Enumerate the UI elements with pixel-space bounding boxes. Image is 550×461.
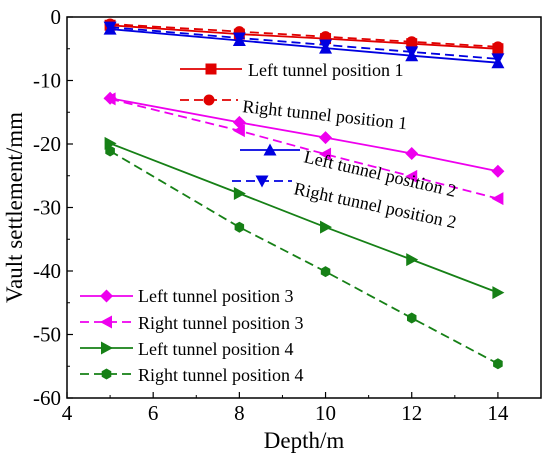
axes: 4 6 8 10 12 14 0 -10 -20 -30 -40 -50 -60 <box>33 5 509 425</box>
data-point <box>493 358 503 370</box>
data-point <box>234 221 245 233</box>
data-point <box>405 46 419 59</box>
data-point <box>320 31 332 43</box>
data-point <box>491 164 505 178</box>
y-tick-label: -60 <box>33 386 61 410</box>
data-point <box>406 36 418 48</box>
data-point <box>320 266 331 278</box>
x-tick-label: 6 <box>148 401 159 425</box>
legend-marker <box>205 63 217 75</box>
x-tick-label: 12 <box>401 401 422 425</box>
legend-marker <box>101 341 113 355</box>
data-point <box>492 41 504 53</box>
x-tick-label: 8 <box>234 401 245 425</box>
series-6 <box>103 92 504 206</box>
y-tick-label: -20 <box>33 132 61 156</box>
series-layer <box>103 18 505 370</box>
legend-entry-7: Left tunnel position 4 <box>80 339 293 359</box>
data-point <box>491 192 504 206</box>
legend-label: Right tunnel position 4 <box>138 365 304 385</box>
y-tick-label: 0 <box>51 5 62 29</box>
legend-marker <box>255 175 269 188</box>
data-point <box>320 220 333 234</box>
legend-label: Right tunnel position 3 <box>138 313 304 333</box>
data-point <box>491 53 505 66</box>
x-tick-label: 14 <box>487 401 509 425</box>
legend-label: Left tunnel position 4 <box>138 339 293 359</box>
x-axis-title: Depth/m <box>264 428 345 453</box>
data-point <box>105 145 115 157</box>
series-line <box>110 24 498 50</box>
series-line <box>109 98 499 200</box>
series-7 <box>104 136 505 300</box>
legend-entry-5: Left tunnel position 3 <box>80 286 293 306</box>
data-point <box>319 39 333 52</box>
data-point <box>104 136 117 150</box>
series-4 <box>103 21 505 66</box>
legend-marker <box>101 368 112 380</box>
legend-entry-8: Right tunnel position 4 <box>80 365 304 385</box>
legend-marker <box>263 143 277 156</box>
legend-marker <box>203 94 215 106</box>
data-point <box>406 253 419 267</box>
data-point <box>103 92 116 106</box>
data-point <box>405 147 419 161</box>
data-point <box>319 147 332 161</box>
series-line <box>110 23 498 48</box>
y-tick-label: -30 <box>33 196 61 220</box>
data-point <box>232 124 245 138</box>
data-point <box>492 286 505 300</box>
data-point <box>233 187 246 201</box>
x-tick-label: 4 <box>62 401 73 425</box>
data-point <box>407 312 417 324</box>
legend-label: Left tunnel position 1 <box>248 60 403 80</box>
series-1 <box>104 19 504 55</box>
data-point <box>319 131 333 145</box>
data-point <box>103 21 117 34</box>
data-point <box>405 169 418 183</box>
x-tick-label: 10 <box>315 401 336 425</box>
legend-entry-1: Left tunnel position 1 <box>180 60 403 80</box>
y-axis-title: Vault settlement/mm <box>2 112 27 303</box>
series-2 <box>104 18 504 53</box>
y-tick-label: -10 <box>33 69 61 93</box>
legend: Left tunnel position 1 Right tunnel posit… <box>80 60 458 385</box>
legend-entry-6: Right tunnel position 3 <box>80 313 304 333</box>
data-point <box>232 32 246 45</box>
y-tick-label: -50 <box>33 323 61 347</box>
y-tick-label: -40 <box>33 259 61 283</box>
series-8 <box>105 145 503 370</box>
legend-entry-2: Right tunnel position 1 <box>180 94 408 133</box>
legend-label: Left tunnel position 3 <box>138 286 293 306</box>
legend-marker <box>100 289 113 303</box>
legend-marker <box>100 315 112 329</box>
